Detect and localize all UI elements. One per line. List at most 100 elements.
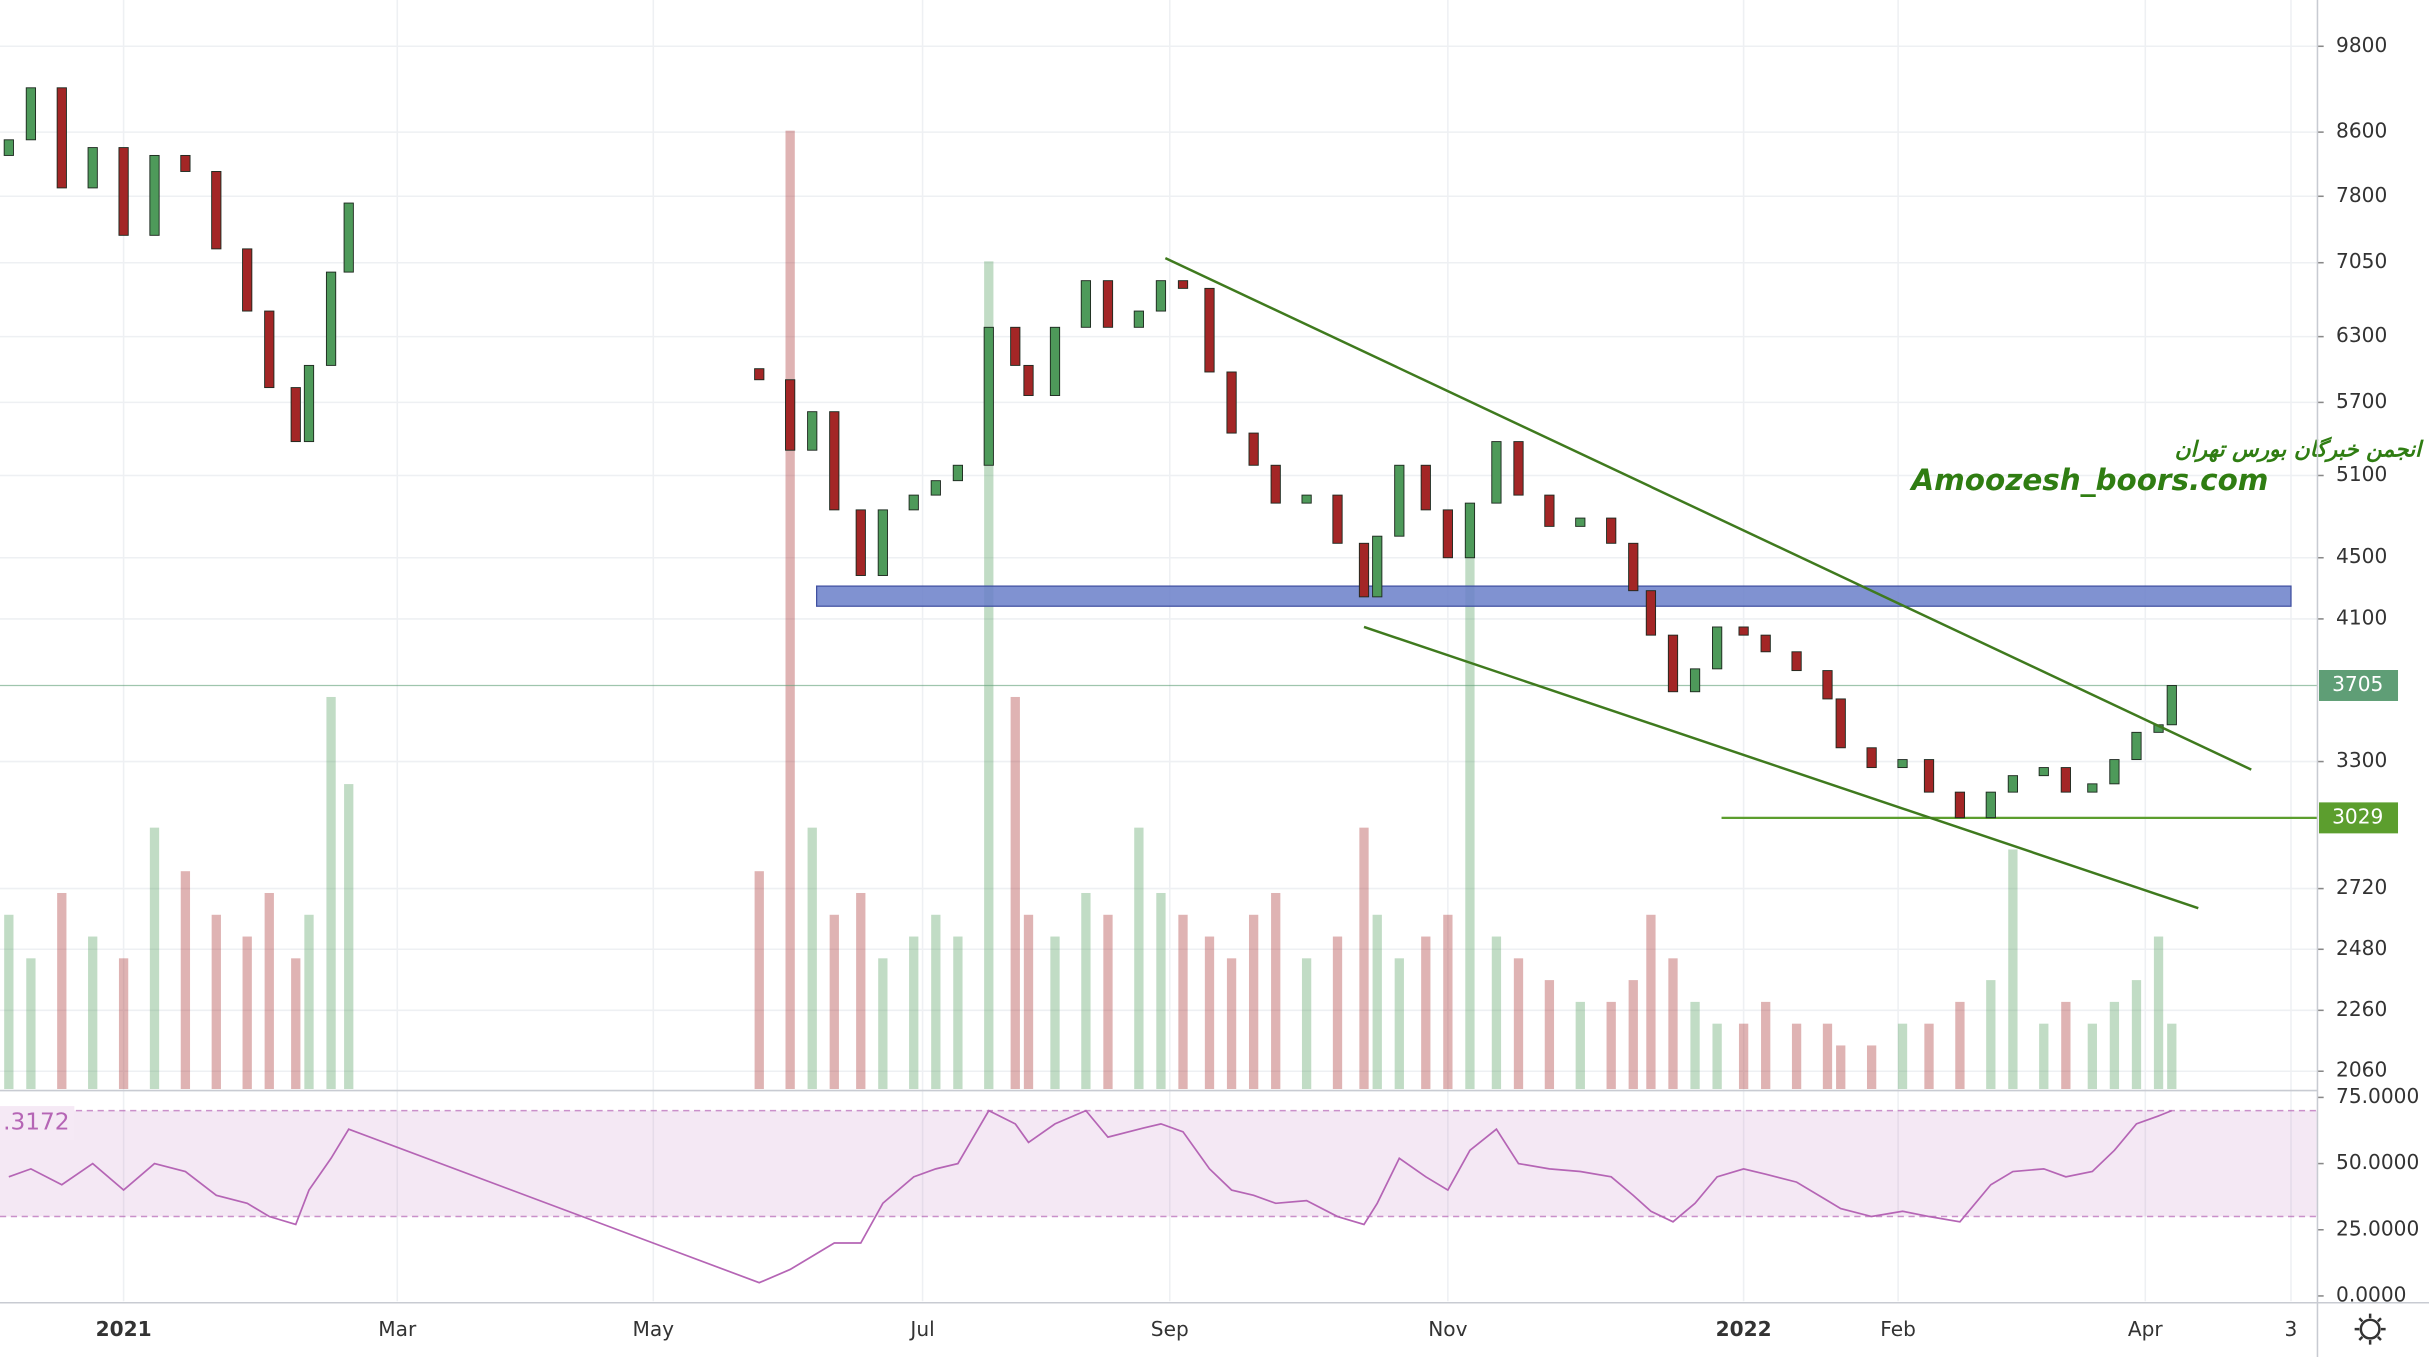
y-tick-label: 2060 [2336, 1058, 2387, 1082]
volume-bar [1010, 696, 1020, 1090]
candle-body [2166, 685, 2177, 726]
volume-bar [1866, 1045, 1877, 1090]
volume-bar [2087, 1023, 2097, 1090]
rsi-tick-label: 50.0000 [2336, 1150, 2419, 1174]
candle-body [1080, 280, 1092, 328]
volume-bar [118, 958, 129, 1090]
candle-body [1301, 494, 1312, 504]
candle-body [325, 271, 337, 366]
candle-body [1689, 668, 1701, 693]
rsi-line [8, 1109, 2173, 1284]
candle-body [1822, 670, 1833, 700]
volume-bar [2131, 980, 2142, 1090]
candle-body [343, 202, 354, 273]
candle-body [1177, 280, 1189, 289]
volume-bar [1955, 1001, 1965, 1090]
volume-bar [1081, 892, 1091, 1090]
annotation-site: Amoozesh_boors.com [1909, 463, 2268, 497]
price-label: 3029 [2332, 804, 2383, 828]
x-tick-label: 3 [2285, 1317, 2298, 1341]
candle-body [1442, 509, 1453, 559]
volume-bar [1836, 1045, 1846, 1090]
volume-bar [344, 784, 354, 1090]
y-tick-label: 6300 [2336, 323, 2387, 347]
candle-body [87, 147, 98, 189]
candle-body [1575, 517, 1586, 527]
candle-body [180, 154, 191, 172]
y-tick-label: 2260 [2336, 997, 2387, 1021]
candle-body [1248, 432, 1259, 466]
volume-bar [88, 936, 98, 1090]
candle-body [855, 509, 866, 576]
volume-bar [1134, 827, 1144, 1090]
candle-body [908, 494, 919, 511]
volume-bar [1544, 980, 1555, 1090]
candle-body [1204, 287, 1215, 373]
volume-bar [1271, 892, 1281, 1090]
candle-body [211, 171, 222, 250]
volume-bar [1738, 1023, 1749, 1090]
candle-body [1645, 590, 1657, 636]
volume-bar [1822, 1023, 1833, 1090]
candle-body [1954, 791, 1966, 819]
x-tick-label: Apr [2128, 1317, 2164, 1341]
volume-bar [149, 827, 160, 1090]
candle-body [983, 326, 994, 466]
volume-bar [1156, 892, 1166, 1090]
volume-bar [1359, 827, 1369, 1090]
volume-bar [1513, 958, 1524, 1090]
y-tick-label: 7800 [2336, 183, 2387, 207]
volume-bar [4, 914, 14, 1090]
annotation-title: انجمن خبرگان بورس تهران [2175, 435, 2424, 462]
volume-bar [1606, 1001, 1616, 1090]
candle-body [1513, 441, 1524, 496]
x-tick-label: 2021 [96, 1317, 152, 1341]
rsi-tick-label: 75.0000 [2336, 1084, 2419, 1108]
candle-body [1023, 364, 1034, 396]
volume-bar [57, 892, 67, 1090]
candle-body [2109, 759, 2120, 785]
volume-bar [1646, 914, 1656, 1090]
candle-body [3, 139, 14, 156]
volume-bar [909, 936, 919, 1090]
volume-bar [856, 892, 866, 1090]
y-tick-label: 2480 [2336, 936, 2387, 960]
candle-body [930, 480, 941, 496]
candle-body [118, 147, 129, 236]
price-label-box [2319, 802, 2399, 834]
candle-body [1866, 747, 1877, 769]
candle-body [1791, 651, 1802, 672]
rsi-band [0, 1110, 2318, 1217]
rsi-tick-label: 0.0000 [2336, 1282, 2406, 1306]
volume-bar [1372, 914, 1382, 1090]
volume-bar [2167, 1023, 2177, 1090]
rsi-value-label: .3172 [3, 1109, 69, 1136]
volume-bar [2008, 849, 2018, 1090]
candle-body [1923, 759, 1935, 793]
y-tick-label: 8600 [2336, 119, 2387, 143]
candle-body [242, 248, 253, 312]
y-tick-label: 9800 [2336, 33, 2387, 57]
x-tick-label: Feb [1880, 1317, 1916, 1341]
volume-bar [326, 696, 336, 1090]
candle-body [1394, 464, 1405, 537]
candle-body [1010, 326, 1021, 366]
x-tick-label: Jul [908, 1317, 934, 1341]
volume-bar [2061, 1001, 2071, 1090]
volume-bar [1628, 980, 1638, 1090]
volume-bar [180, 871, 191, 1090]
candle-body [754, 368, 765, 381]
volume-bar [1924, 1023, 1934, 1090]
candle-body [1372, 535, 1383, 598]
volume-bar [1986, 980, 1996, 1090]
candle-body [1332, 494, 1343, 544]
volume-bar [1761, 1001, 1771, 1090]
volume-bar [1248, 914, 1259, 1090]
volume-bar [1226, 958, 1237, 1090]
candle-body [1464, 502, 1476, 559]
candle-body [1835, 698, 1846, 749]
volume-bar [1023, 914, 1034, 1090]
